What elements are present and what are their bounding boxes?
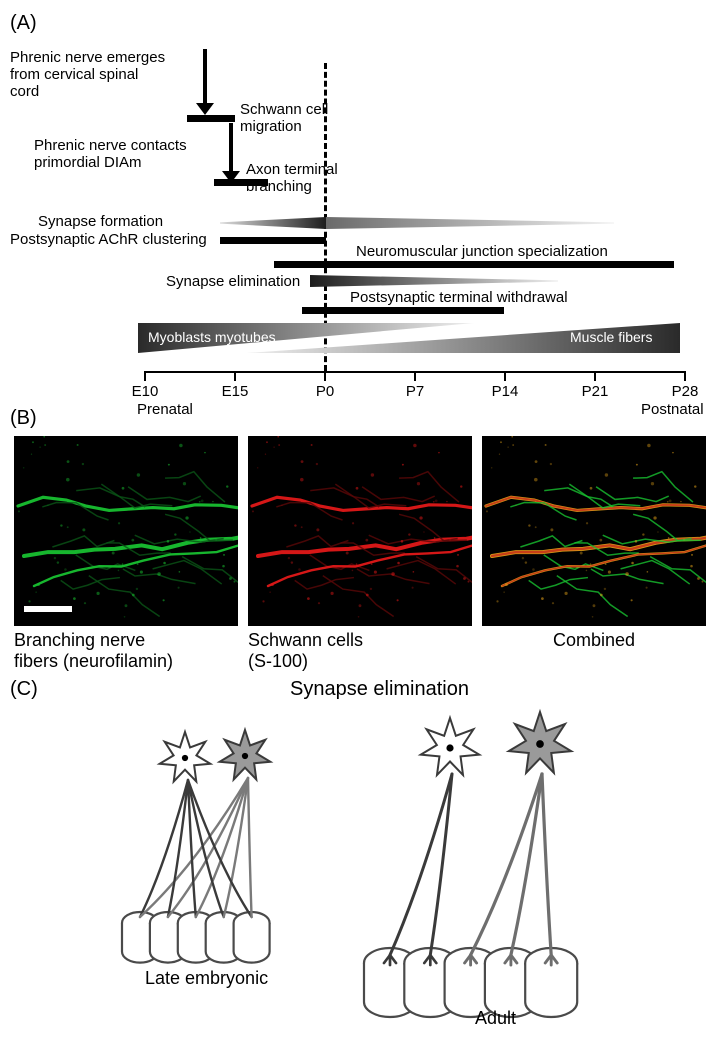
axis-tick-label: P14 bbox=[492, 383, 519, 400]
synapse-elimination-diagram bbox=[10, 688, 710, 1048]
axis-tick-label: E10 bbox=[132, 383, 159, 400]
panel-b-label: (B) bbox=[10, 407, 707, 430]
phase-postnatal-label: Postnatal bbox=[641, 401, 704, 418]
axis-tick-label: P0 bbox=[316, 383, 334, 400]
axon-branching-bar bbox=[214, 179, 268, 186]
micrograph bbox=[14, 436, 238, 626]
phrenic-emerge-arrow bbox=[203, 49, 207, 105]
muscle-fibers-label: Muscle fibers bbox=[570, 329, 652, 345]
axis-tick bbox=[324, 371, 326, 381]
myoblasts-label: Myoblasts myotubes bbox=[148, 329, 276, 345]
axis-tick-label: P7 bbox=[406, 383, 424, 400]
schwann-migration-label: Schwann cell migration bbox=[240, 101, 328, 135]
micrograph-svg bbox=[248, 436, 472, 626]
micrograph bbox=[248, 436, 472, 626]
phrenic-contact-arrow bbox=[229, 123, 233, 173]
micrograph-svg bbox=[482, 436, 706, 626]
micrograph-svg bbox=[14, 436, 238, 626]
micrograph bbox=[482, 436, 706, 626]
postsynaptic-withdrawal-label: Postsynaptic terminal withdrawal bbox=[350, 289, 568, 306]
axis-tick bbox=[144, 371, 146, 381]
phrenic-emerge-arrow-head bbox=[196, 103, 214, 115]
panel-b: Branching nerve fibers (neurofilamin)Sch… bbox=[10, 436, 710, 672]
synapse-formation-wedge bbox=[220, 217, 326, 229]
axis-tick bbox=[504, 371, 506, 381]
axis-tick bbox=[594, 371, 596, 381]
nmj-specialization-label: Neuromuscular junction specialization bbox=[356, 243, 608, 260]
phrenic-emerge-label: Phrenic nerve emerges from cervical spin… bbox=[10, 49, 165, 100]
axis-tick-label: E15 bbox=[222, 383, 249, 400]
panel-a: E10E15P0P7P14P21P28PrenatalPostnatalPhre… bbox=[10, 35, 700, 405]
axis-tick bbox=[234, 371, 236, 381]
synapse-formation-label: Synapse formation bbox=[38, 213, 163, 230]
achr-clustering-bar bbox=[220, 237, 326, 244]
synapse-formation-wedge-right bbox=[326, 217, 614, 229]
synapse-elimination-label: Synapse elimination bbox=[166, 273, 300, 290]
adult-label: Adult bbox=[475, 1008, 516, 1029]
axis-tick bbox=[684, 371, 686, 381]
axis-tick-label: P28 bbox=[672, 383, 699, 400]
synapse-elimination-wedge bbox=[310, 275, 558, 287]
late-embryonic-label: Late embryonic bbox=[145, 968, 268, 989]
scale-bar bbox=[24, 606, 72, 612]
panel-a-label: (A) bbox=[10, 12, 707, 35]
axis-tick bbox=[414, 371, 416, 381]
nmj-specialization-bar bbox=[274, 261, 674, 268]
axis-tick-label: P21 bbox=[582, 383, 609, 400]
caption-row: Branching nerve fibers (neurofilamin)Sch… bbox=[14, 630, 710, 672]
axon-branching-label: Axon terminal branching bbox=[246, 161, 338, 195]
achr-clustering-label: Postsynaptic AChR clustering bbox=[10, 231, 207, 248]
postsynaptic-withdrawal-bar bbox=[302, 307, 504, 314]
phase-prenatal-label: Prenatal bbox=[137, 401, 193, 418]
phrenic-contact-label: Phrenic nerve contacts primordial DIAm bbox=[34, 137, 187, 171]
micrograph-row bbox=[14, 436, 710, 626]
panel-c: (C) Synapse elimination Late embryonic A… bbox=[10, 678, 710, 1048]
micrograph-caption: Schwann cells (S-100) bbox=[248, 630, 472, 672]
schwann-migration-bar bbox=[187, 115, 235, 122]
micrograph-caption: Branching nerve fibers (neurofilamin) bbox=[14, 630, 238, 672]
micrograph-caption: Combined bbox=[482, 630, 706, 672]
